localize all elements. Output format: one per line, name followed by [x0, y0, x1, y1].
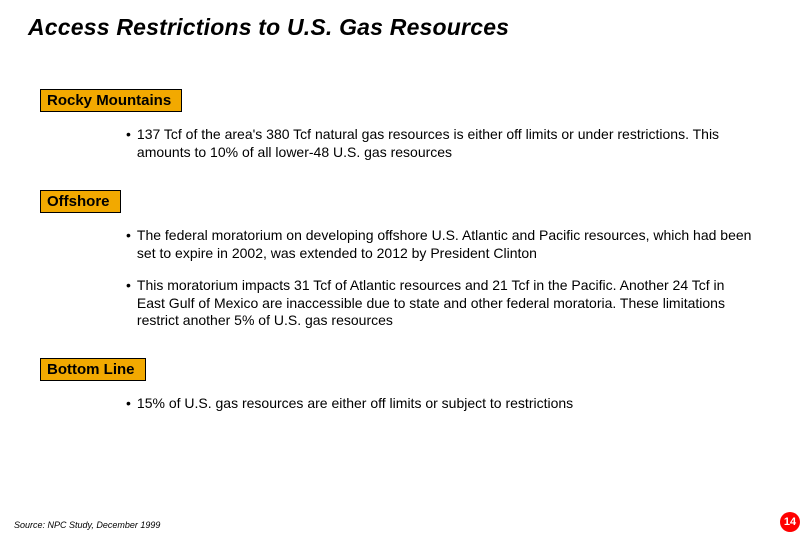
bullet-block: • 137 Tcf of the area's 380 Tcf natural …: [126, 126, 752, 162]
bullet-item: • 137 Tcf of the area's 380 Tcf natural …: [126, 126, 752, 162]
slide-content: Access Restrictions to U.S. Gas Resource…: [0, 0, 810, 413]
section-offshore: Offshore • The federal moratorium on dev…: [28, 190, 782, 331]
source-citation: Source: NPC Study, December 1999: [14, 520, 160, 530]
bullet-item: • 15% of U.S. gas resources are either o…: [126, 395, 752, 413]
bullet-item: • This moratorium impacts 31 Tcf of Atla…: [126, 277, 752, 331]
bullet-text: 137 Tcf of the area's 380 Tcf natural ga…: [137, 126, 752, 162]
bullet-dot-icon: •: [126, 227, 131, 263]
bullet-text: The federal moratorium on developing off…: [137, 227, 752, 263]
section-header: Offshore: [40, 190, 121, 213]
page-number-badge: 14: [780, 512, 800, 532]
bullet-text: This moratorium impacts 31 Tcf of Atlant…: [137, 277, 752, 331]
section-header: Rocky Mountains: [40, 89, 182, 112]
bullet-text: 15% of U.S. gas resources are either off…: [137, 395, 573, 413]
section-bottom-line: Bottom Line • 15% of U.S. gas resources …: [28, 358, 782, 413]
bullet-block: • 15% of U.S. gas resources are either o…: [126, 395, 752, 413]
section-header: Bottom Line: [40, 358, 146, 381]
section-rocky-mountains: Rocky Mountains • 137 Tcf of the area's …: [28, 89, 782, 162]
bullet-dot-icon: •: [126, 277, 131, 331]
bullet-dot-icon: •: [126, 126, 131, 162]
slide-title: Access Restrictions to U.S. Gas Resource…: [28, 14, 782, 41]
bullet-block: • The federal moratorium on developing o…: [126, 227, 752, 331]
bullet-item: • The federal moratorium on developing o…: [126, 227, 752, 263]
bullet-dot-icon: •: [126, 395, 131, 413]
